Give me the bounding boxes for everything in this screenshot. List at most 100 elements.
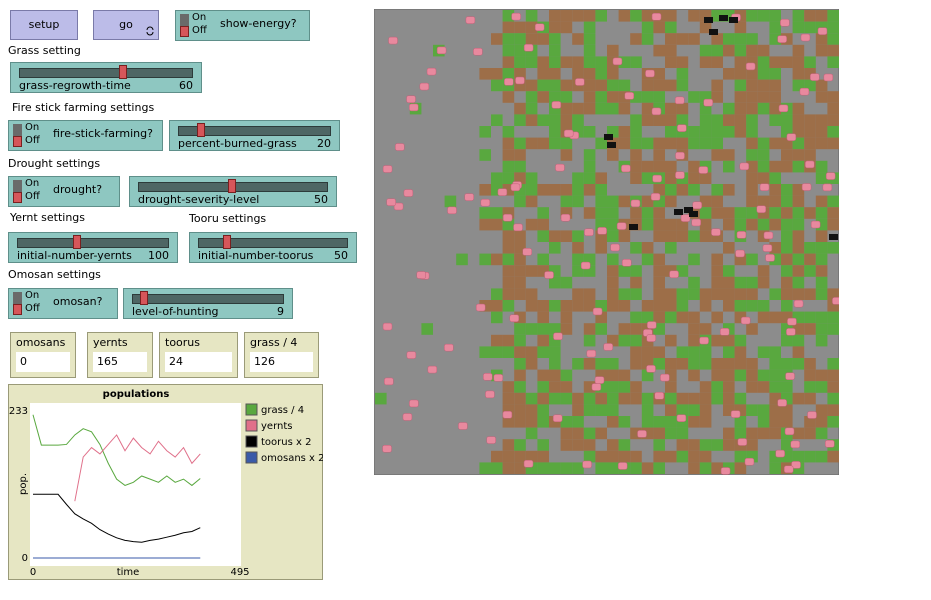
patch	[549, 10, 561, 22]
patch	[502, 160, 515, 173]
patch	[815, 416, 828, 428]
patch	[514, 56, 526, 68]
yernt	[736, 231, 747, 239]
patch	[537, 323, 549, 335]
patch	[757, 195, 770, 208]
patch	[618, 334, 631, 347]
y-tick-label: 233	[9, 406, 28, 417]
slider[interactable]: grass-regrowth-time 60	[10, 62, 202, 93]
patch	[560, 184, 573, 196]
switch[interactable]: On Off fire-stick-farming?	[8, 120, 163, 151]
patch	[815, 276, 828, 289]
patch	[769, 450, 781, 463]
monitor-value: 0	[16, 352, 70, 372]
yernt	[762, 244, 773, 252]
patch	[757, 102, 770, 115]
patch	[653, 79, 665, 92]
patch	[699, 137, 712, 150]
switch[interactable]: On Off omosan?	[8, 288, 118, 319]
slider[interactable]: percent-burned-grass 20	[169, 120, 340, 151]
setup-button[interactable]: setup	[10, 10, 78, 40]
yernt	[786, 133, 797, 141]
patch	[502, 334, 515, 347]
patch	[560, 323, 573, 335]
patch	[630, 334, 642, 347]
patch	[734, 44, 747, 57]
patch	[688, 184, 700, 196]
patch	[723, 10, 735, 22]
patch	[560, 427, 573, 440]
patch	[734, 427, 747, 440]
switch-label: show-energy?	[220, 17, 297, 30]
patch	[560, 10, 573, 22]
patch	[804, 137, 816, 150]
patch	[781, 207, 793, 219]
yernt	[646, 365, 656, 373]
patch	[479, 346, 491, 358]
yernt	[603, 343, 613, 351]
patch	[665, 184, 677, 196]
patch	[827, 195, 839, 208]
yernt	[711, 228, 721, 236]
patch	[537, 56, 549, 68]
patch	[514, 358, 526, 370]
patch	[549, 334, 561, 347]
slider[interactable]: level-of-hunting 9	[123, 288, 293, 319]
patch	[827, 114, 839, 126]
patch	[595, 10, 607, 22]
patch	[607, 253, 619, 266]
tooru	[674, 209, 683, 215]
patch	[734, 253, 747, 266]
slider[interactable]: drought-severity-level 50	[129, 176, 337, 207]
patch	[502, 276, 515, 289]
patch	[792, 21, 805, 34]
patch	[815, 114, 828, 126]
patch	[560, 149, 573, 161]
patch	[676, 218, 689, 231]
patch	[595, 218, 607, 231]
patch	[583, 79, 596, 92]
patch	[537, 114, 549, 126]
patch	[618, 195, 631, 208]
patch	[792, 253, 805, 266]
patch	[525, 346, 538, 358]
patch	[769, 404, 781, 416]
patch	[525, 114, 538, 126]
yernt	[817, 27, 828, 35]
patch	[618, 392, 631, 405]
patch	[792, 160, 805, 173]
patch	[525, 33, 538, 45]
patch	[583, 323, 596, 335]
patch	[746, 79, 758, 92]
go-button[interactable]: go	[93, 10, 159, 40]
patch	[711, 91, 723, 103]
patch	[734, 56, 747, 68]
patch	[711, 79, 723, 92]
patch	[549, 56, 561, 68]
patch	[502, 392, 515, 405]
patch	[781, 114, 793, 126]
patch	[676, 230, 689, 242]
patch	[665, 230, 677, 242]
patch	[595, 404, 607, 416]
slider[interactable]: initial-number-yernts 100	[8, 232, 178, 263]
patch	[537, 253, 549, 266]
patch	[746, 160, 758, 173]
patch	[804, 56, 816, 68]
patch	[688, 172, 700, 184]
patch	[757, 68, 770, 80]
yernt	[778, 104, 789, 113]
patch	[757, 10, 770, 22]
switch[interactable]: On Off drought?	[8, 176, 120, 207]
patch	[734, 33, 747, 45]
patch	[502, 137, 515, 150]
patch	[757, 149, 770, 161]
patch	[815, 21, 828, 34]
patch	[699, 114, 712, 126]
patch	[618, 450, 631, 463]
slider[interactable]: initial-number-toorus 50	[189, 232, 357, 263]
switch[interactable]: On Off show-energy?	[175, 10, 310, 41]
legend-swatch	[245, 435, 258, 448]
x-tick-label: 0	[30, 567, 36, 578]
legend-label: yernts	[261, 421, 292, 432]
